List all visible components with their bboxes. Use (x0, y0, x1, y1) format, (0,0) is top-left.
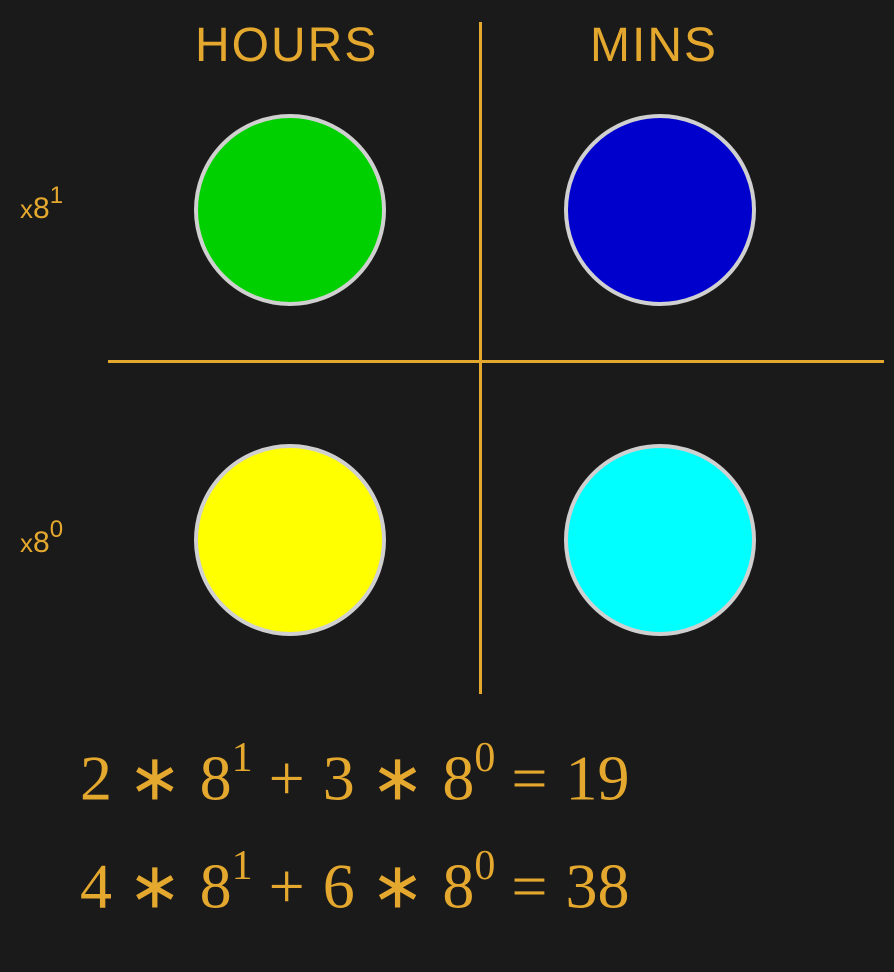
eq1-b1: 8 (200, 742, 232, 813)
header-mins-text: MINS (590, 19, 718, 72)
eq2-c1: 4 (80, 850, 112, 921)
row-label-2: x80 (20, 520, 63, 560)
asterisk-icon: ∗ (371, 742, 427, 813)
row2-prefix: x (20, 528, 33, 558)
eq2-e2: 0 (474, 843, 495, 889)
eq1-c2: 3 (323, 742, 355, 813)
asterisk-icon: ∗ (128, 850, 184, 921)
row2-exp: 0 (50, 516, 63, 543)
header-mins: MINS (590, 18, 718, 73)
eq2-b2: 8 (442, 850, 474, 921)
header-hours: HOURS (195, 18, 378, 73)
asterisk-icon: ∗ (128, 742, 184, 813)
asterisk-icon: ∗ (371, 850, 427, 921)
equals-icon: = (511, 850, 549, 921)
eq2-result: 38 (565, 850, 629, 921)
plus-icon: + (269, 850, 307, 921)
row2-base: 8 (33, 526, 50, 559)
eq2-e1: 1 (232, 843, 253, 889)
eq1-result: 19 (565, 742, 629, 813)
circle-hours-8pow0 (194, 444, 386, 636)
eq2-b1: 8 (200, 850, 232, 921)
header-hours-text: HOURS (195, 19, 378, 72)
row-label-1: x81 (20, 186, 63, 226)
circle-mins-8pow1 (564, 114, 756, 306)
eq1-e2: 0 (474, 735, 495, 781)
row1-exp: 1 (50, 182, 63, 209)
row1-base: 8 (33, 192, 50, 225)
eq1-c1: 2 (80, 742, 112, 813)
circle-hours-8pow1 (194, 114, 386, 306)
grid-horizontal-line (108, 360, 884, 363)
equals-icon: = (511, 742, 549, 813)
grid-vertical-line (479, 22, 482, 694)
equation-line-2: 4 ∗ 81 + 6 ∗ 80 = 38 (80, 848, 629, 923)
row1-prefix: x (20, 194, 33, 224)
eq2-c2: 6 (323, 850, 355, 921)
plus-icon: + (269, 742, 307, 813)
eq1-e1: 1 (232, 735, 253, 781)
equation-line-1: 2 ∗ 81 + 3 ∗ 80 = 19 (80, 740, 629, 815)
circle-mins-8pow0 (564, 444, 756, 636)
eq1-b2: 8 (442, 742, 474, 813)
